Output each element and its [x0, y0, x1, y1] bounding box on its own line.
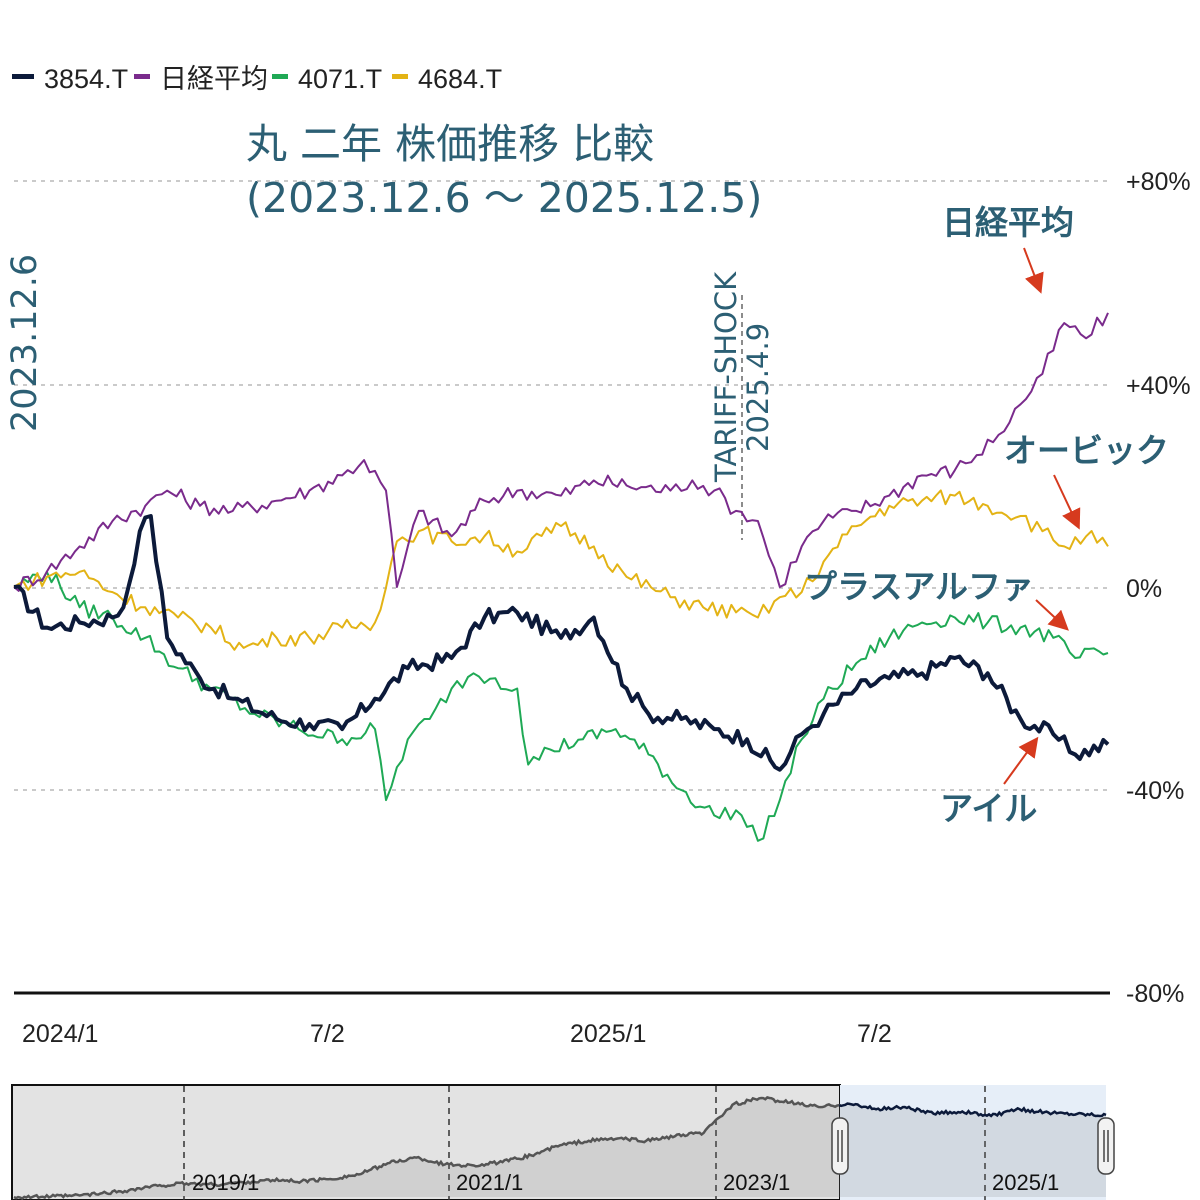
arrow-ail	[1003, 736, 1039, 785]
legend-label-nikkei: 日経平均	[160, 64, 268, 94]
y-tick-label: -80%	[1126, 980, 1184, 1008]
navigator-tick-label: 2021/1	[456, 1170, 523, 1195]
annotation-obic: オービック	[1004, 431, 1169, 470]
legend-item-nikkei[interactable]: 日経平均	[134, 64, 268, 94]
y-tick-label: -40%	[1126, 777, 1184, 805]
event-date-label: 2025.4.9	[741, 323, 775, 452]
series-line-4071.T	[13, 570, 1109, 842]
y-tick-label: +40%	[1126, 372, 1191, 400]
series-line-日経平均	[13, 312, 1109, 592]
y-tick-label: +80%	[1126, 168, 1191, 196]
gridlines	[14, 180, 1110, 791]
annotation-ail: アイル	[940, 789, 1037, 828]
series-layer	[13, 312, 1110, 842]
legend-swatch-4071	[272, 74, 288, 79]
y-axis: +80% +40% 0% -40% -80%	[1126, 168, 1191, 1008]
legend-item-4071[interactable]: 4071.T	[272, 64, 382, 94]
chart-title-line1: 丸 二年 株価推移 比較	[246, 120, 654, 168]
legend-swatch-4684	[392, 74, 408, 79]
x-tick-label: 2025/1	[570, 1020, 646, 1048]
annotation-plusalpha: プラスアルファ	[804, 567, 1034, 606]
arrow-obic	[1053, 474, 1081, 530]
navigator-handle-left-grip[interactable]	[831, 1117, 849, 1175]
navigator-handle-right-grip[interactable]	[1097, 1117, 1115, 1175]
navigator-tick-label: 2019/1	[192, 1170, 259, 1195]
legend-swatch-3854	[12, 74, 34, 79]
legend-label-4684: 4684.T	[418, 64, 502, 94]
arrow-nikkei	[1023, 247, 1044, 294]
y-tick-label: 0%	[1126, 575, 1162, 603]
navigator-line-selected	[838, 1102, 1107, 1118]
chart-title-line2: (2023.12.6 ～ 2025.12.5)	[246, 174, 762, 222]
series-line-4684.T	[13, 489, 1109, 651]
navigator-line-history	[13, 1096, 842, 1200]
legend-swatch-nikkei	[134, 74, 150, 79]
x-tick-label: 7/2	[310, 1020, 345, 1048]
annotation-nikkei: 日経平均	[942, 203, 1074, 242]
x-tick-label: 7/2	[857, 1020, 892, 1048]
start-date-label: 2023.12.6	[5, 254, 45, 432]
legend-item-4684[interactable]: 4684.T	[392, 64, 502, 94]
navigator-handle-right[interactable]	[1097, 1117, 1115, 1175]
arrow-plusalpha	[1035, 599, 1069, 631]
series-line-3854.T	[13, 514, 1110, 772]
x-axis: 2024/1 7/2 2025/1 7/2	[22, 1020, 892, 1048]
x-tick-label: 2024/1	[22, 1020, 98, 1048]
event-name-label: TARIFF-SHOCK	[709, 271, 743, 483]
navigator-tick-label: 2023/1	[723, 1170, 790, 1195]
navigator[interactable]: 2019/1 2021/1 2023/1 2025/1	[11, 1084, 1115, 1200]
legend-item-3854[interactable]: 3854.T	[12, 64, 128, 94]
navigator-handle-left[interactable]	[831, 1117, 849, 1175]
legend[interactable]: 3854.T 日経平均 4071.T 4684.T	[12, 64, 502, 94]
navigator-selected-range[interactable]	[840, 1085, 1106, 1200]
annotations: 日経平均 オービック プラスアルファ アイル	[804, 203, 1169, 828]
legend-label-3854: 3854.T	[44, 64, 128, 94]
navigator-tick-label: 2025/1	[992, 1170, 1059, 1195]
legend-label-4071: 4071.T	[298, 64, 382, 94]
